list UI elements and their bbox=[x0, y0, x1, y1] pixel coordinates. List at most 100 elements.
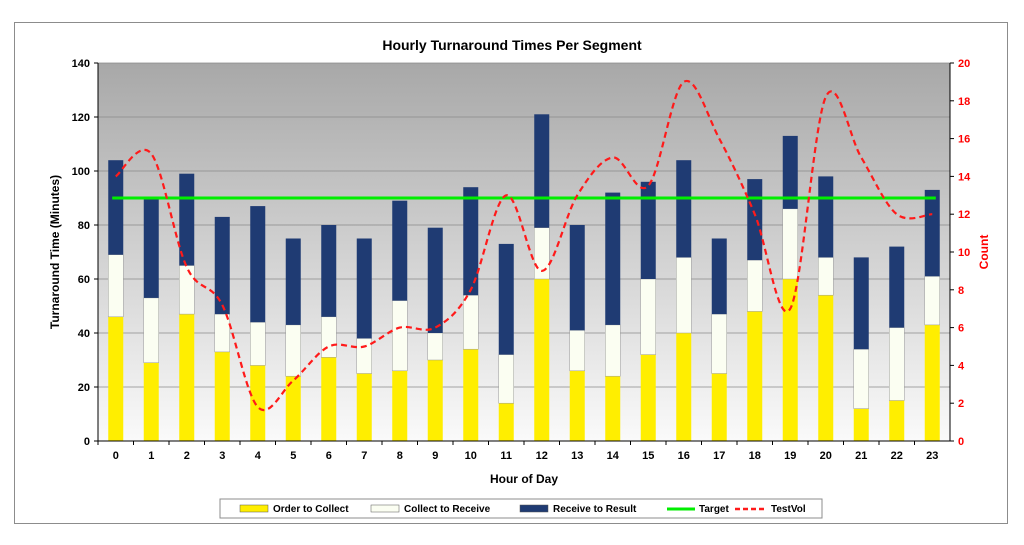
legend: Order to Collect Collect to Receive Rece… bbox=[219, 498, 823, 519]
bar-order-to-collect-2 bbox=[179, 314, 195, 441]
bar-receive-to-result-19 bbox=[782, 135, 798, 209]
bar-order-to-collect-21 bbox=[853, 408, 869, 441]
bar-collect-to-receive-13 bbox=[569, 330, 585, 372]
x-tick-label-7: 7 bbox=[361, 450, 367, 462]
bar-receive-to-result-14 bbox=[605, 192, 621, 325]
bar-collect-to-receive-19 bbox=[782, 208, 798, 280]
bar-collect-to-receive-6 bbox=[321, 316, 337, 358]
y2-tick-label-12: 12 bbox=[958, 209, 970, 221]
bar-order-to-collect-7 bbox=[356, 373, 372, 441]
y-tick-label-0: 0 bbox=[84, 436, 90, 448]
bar-receive-to-result-13 bbox=[569, 225, 585, 331]
bar-collect-to-receive-2 bbox=[179, 265, 195, 315]
bar-collect-to-receive-14 bbox=[605, 324, 621, 377]
x-tick-label-21: 21 bbox=[855, 450, 867, 462]
plot-area bbox=[98, 63, 950, 441]
bar-collect-to-receive-10 bbox=[463, 294, 479, 350]
x-tick-label-3: 3 bbox=[219, 450, 225, 462]
bar-collect-to-receive-16 bbox=[676, 257, 692, 334]
x-tick-label-4: 4 bbox=[255, 450, 262, 462]
x-tick-label-5: 5 bbox=[290, 450, 296, 462]
y-tick-label-100: 100 bbox=[72, 166, 90, 178]
bar-receive-to-result-7 bbox=[356, 238, 372, 339]
y-tick-label-80: 80 bbox=[78, 220, 90, 232]
bar-receive-to-result-8 bbox=[392, 200, 408, 301]
bar-receive-to-result-21 bbox=[853, 257, 869, 350]
chart-frame: Hourly Turnaround Times Per Segment 0 20 4… bbox=[14, 22, 1008, 524]
y2-tick-label-20: 20 bbox=[958, 58, 970, 70]
y-tick-label-60: 60 bbox=[78, 274, 90, 286]
bar-receive-to-result-3 bbox=[214, 216, 230, 315]
bar-collect-to-receive-8 bbox=[392, 300, 408, 372]
x-tick-label-11: 11 bbox=[500, 450, 512, 462]
x-tick-label-1: 1 bbox=[148, 450, 154, 462]
bar-receive-to-result-6 bbox=[321, 225, 337, 317]
bar-collect-to-receive-9 bbox=[427, 332, 443, 361]
legend-swatch-collect-to-receive bbox=[370, 504, 400, 513]
turnaround-chart: Hourly Turnaround Times Per Segment 0204… bbox=[48, 37, 991, 519]
bar-collect-to-receive-15 bbox=[640, 278, 656, 355]
bar-collect-to-receive-22 bbox=[889, 327, 905, 401]
bar-receive-to-result-15 bbox=[640, 181, 656, 279]
x-tick-label-14: 14 bbox=[607, 450, 620, 462]
bar-order-to-collect-15 bbox=[640, 354, 656, 441]
bar-receive-to-result-5 bbox=[285, 238, 301, 325]
bar-order-to-collect-20 bbox=[818, 295, 834, 441]
bar-collect-to-receive-23 bbox=[924, 276, 940, 326]
x-tick-label-22: 22 bbox=[891, 450, 903, 462]
y-tick-label-20: 20 bbox=[78, 382, 90, 394]
x-tick-label-13: 13 bbox=[571, 450, 583, 462]
bar-collect-to-receive-18 bbox=[747, 259, 763, 312]
bar-receive-to-result-1 bbox=[143, 198, 159, 298]
y2-tick-label-4: 4 bbox=[958, 360, 965, 372]
legend-swatch-order-to-collect bbox=[239, 504, 269, 513]
bar-receive-to-result-18 bbox=[747, 179, 763, 261]
bar-order-to-collect-11 bbox=[498, 403, 514, 441]
x-tick-label-12: 12 bbox=[536, 450, 548, 462]
x-axis-title: Hour of Day bbox=[490, 472, 558, 486]
bar-receive-to-result-17 bbox=[711, 238, 727, 315]
bar-receive-to-result-4 bbox=[250, 206, 266, 323]
bar-order-to-collect-12 bbox=[534, 279, 550, 441]
bar-collect-to-receive-4 bbox=[250, 321, 266, 366]
x-tick-label-19: 19 bbox=[784, 450, 796, 462]
x-tick-label-10: 10 bbox=[465, 450, 477, 462]
bar-order-to-collect-3 bbox=[214, 351, 230, 441]
bar-order-to-collect-0 bbox=[108, 316, 124, 441]
x-tick-label-8: 8 bbox=[397, 450, 403, 462]
bar-collect-to-receive-21 bbox=[853, 348, 869, 409]
bar-order-to-collect-10 bbox=[463, 349, 479, 441]
bar-collect-to-receive-20 bbox=[818, 257, 834, 296]
bar-receive-to-result-0 bbox=[108, 160, 124, 255]
testvol-layer bbox=[115, 79, 933, 411]
bar-collect-to-receive-0 bbox=[108, 254, 124, 318]
y2-tick-label-16: 16 bbox=[958, 134, 970, 146]
bar-order-to-collect-19 bbox=[782, 279, 798, 441]
legend-label-target: Target bbox=[699, 504, 729, 515]
legend-swatch-receive-to-result bbox=[519, 504, 549, 513]
bar-series bbox=[108, 114, 940, 441]
bar-order-to-collect-1 bbox=[143, 362, 159, 441]
bar-collect-to-receive-3 bbox=[214, 313, 230, 353]
bar-collect-to-receive-17 bbox=[711, 313, 727, 374]
y-axis-title: Turnaround Time (Minutes) bbox=[48, 175, 62, 329]
testvol-line bbox=[115, 79, 933, 411]
bar-receive-to-result-9 bbox=[427, 227, 443, 333]
bar-order-to-collect-14 bbox=[605, 376, 621, 441]
y2-tick-label-8: 8 bbox=[958, 285, 964, 297]
bar-order-to-collect-13 bbox=[569, 370, 585, 441]
bar-order-to-collect-6 bbox=[321, 357, 337, 441]
y-tick-label-120: 120 bbox=[72, 112, 90, 124]
x-tick-label-9: 9 bbox=[432, 450, 438, 462]
x-tick-label-17: 17 bbox=[713, 450, 725, 462]
bar-order-to-collect-5 bbox=[285, 376, 301, 441]
bar-collect-to-receive-5 bbox=[285, 324, 301, 377]
bar-collect-to-receive-1 bbox=[143, 297, 159, 363]
legend-label-order-to-collect: Order to Collect bbox=[273, 504, 349, 515]
x-tick-label-20: 20 bbox=[820, 450, 832, 462]
bar-order-to-collect-23 bbox=[924, 324, 940, 441]
y2-tick-label-14: 14 bbox=[958, 171, 971, 183]
bar-order-to-collect-9 bbox=[427, 360, 443, 441]
x-tick-label-18: 18 bbox=[749, 450, 761, 462]
